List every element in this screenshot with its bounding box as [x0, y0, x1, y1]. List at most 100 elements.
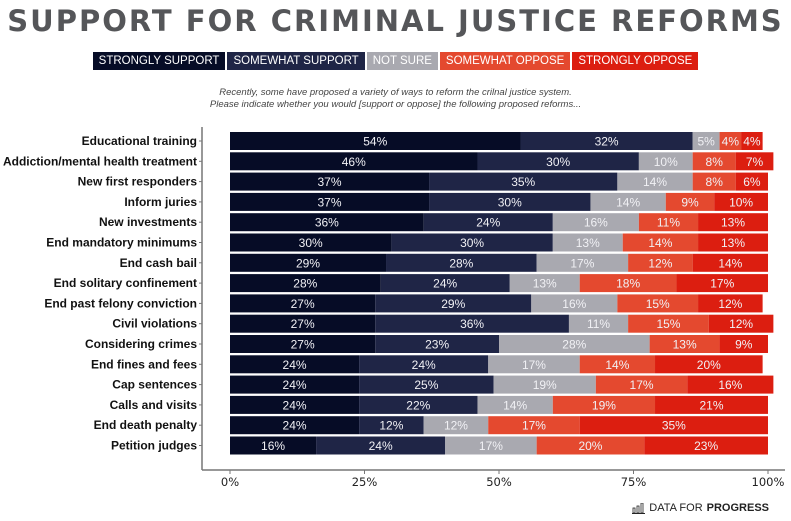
data-label: 37%: [318, 175, 342, 189]
data-label: 20%: [697, 358, 721, 372]
data-label: 17%: [570, 256, 594, 270]
data-label: 13%: [721, 216, 745, 230]
y-tick-label: End death penalty: [94, 418, 198, 432]
bar-segment: [568, 314, 629, 333]
bar-segment: [230, 416, 360, 435]
y-tick-label: New investments: [99, 215, 197, 229]
data-label: 17%: [710, 277, 734, 291]
footer-brand: DATA FOR PROGRESS: [632, 502, 769, 514]
data-label: 12%: [729, 317, 753, 331]
data-label: 54%: [363, 135, 387, 149]
y-tick-label: Calls and visits: [110, 398, 198, 412]
data-label: 14%: [643, 175, 667, 189]
bar-segment: [692, 172, 736, 191]
data-label: 10%: [729, 195, 753, 209]
bar-row: Petition judges 16% 24% 17% 20% 23%: [111, 436, 768, 455]
bar-segment: [520, 132, 693, 150]
data-label: 12%: [379, 419, 403, 433]
x-tick-label: 50%: [486, 475, 512, 489]
data-label: 8%: [706, 155, 724, 169]
bar-segment: [692, 253, 768, 272]
subtitle-line-2: Please indicate whether you would [suppo…: [209, 99, 582, 110]
bar-segment: [590, 192, 666, 211]
y-tick-label: End mandatory minimums: [46, 236, 197, 250]
bar-segment: [698, 233, 768, 252]
data-label: 17%: [479, 439, 503, 453]
y-tick-label: Educational training: [82, 134, 197, 148]
bar-segment: [375, 314, 569, 333]
bar-row: End past felony conviction 27% 29% 16% 15% 12…: [44, 294, 763, 313]
bar-segment: [230, 233, 392, 252]
data-label: 30%: [546, 155, 570, 169]
data-label: 13%: [721, 236, 745, 250]
bar-segment: [316, 436, 446, 455]
data-label: 16%: [261, 439, 285, 453]
data-label: 25%: [414, 378, 438, 392]
bar-segment: [230, 172, 430, 191]
bar-segment: [429, 192, 591, 211]
data-label: 10%: [654, 155, 678, 169]
chart-title: SUPPORT FOR CRIMINAL JUSTICE REFORMS: [7, 4, 784, 38]
data-label: 12%: [718, 297, 742, 311]
bar-row: New first responders 37% 35% 14% 8% 6%: [78, 172, 768, 191]
data-label: 19%: [533, 378, 557, 392]
bar-segment: [655, 395, 768, 414]
bar-row: Educational training 54% 32% 5% 4% 4%: [82, 132, 763, 150]
bar-row: Inform juries 37% 30% 14% 9% 10%: [124, 192, 768, 211]
bar-segment: [628, 314, 709, 333]
data-label: 16%: [584, 216, 608, 230]
bar-segment: [579, 274, 677, 293]
data-label: 9%: [735, 338, 753, 352]
chart-subtitle: Recently, some have proposed a variety o…: [0, 87, 791, 111]
data-label: 14%: [605, 358, 629, 372]
bar-segment: [552, 395, 656, 414]
data-label: 23%: [425, 338, 449, 352]
data-label: 4%: [722, 135, 740, 149]
x-tick-label: 100%: [752, 475, 785, 489]
y-tick-label: Inform juries: [124, 195, 197, 209]
data-label: 24%: [283, 358, 307, 372]
data-label: 21%: [699, 398, 723, 412]
data-label: 19%: [592, 398, 616, 412]
bar-segment: [536, 436, 645, 455]
data-label: 24%: [412, 358, 436, 372]
data-label: 35%: [662, 419, 686, 433]
bar-segment: [595, 375, 688, 394]
bar-segment: [423, 416, 489, 435]
data-label: 36%: [460, 317, 484, 331]
data-label: 35%: [511, 175, 535, 189]
bar-segment: [493, 375, 596, 394]
data-label: 30%: [299, 236, 323, 250]
data-label: 14%: [503, 398, 527, 412]
data-label: 7%: [746, 155, 764, 169]
data-label: 17%: [630, 378, 654, 392]
data-label: 24%: [476, 216, 500, 230]
bar-segment: [741, 132, 763, 150]
bar-segment: [552, 233, 623, 252]
bar-segment: [359, 416, 424, 435]
data-label: 16%: [718, 378, 742, 392]
data-label: 23%: [694, 439, 718, 453]
bar-row: New investments 36% 24% 16% 11% 13%: [99, 213, 768, 232]
footer-brand-bold: PROGRESS: [706, 502, 769, 514]
bar-segment: [509, 274, 580, 293]
data-label: 11%: [587, 317, 610, 331]
bar-segment: [644, 436, 768, 455]
data-label: 27%: [291, 297, 315, 311]
x-tick-label: 25%: [352, 475, 378, 489]
data-label: 13%: [673, 338, 697, 352]
bar-segment: [230, 395, 360, 414]
bar-segment: [708, 314, 774, 333]
data-label: 30%: [460, 236, 484, 250]
bar-segment: [735, 152, 774, 171]
bar-segment: [638, 152, 693, 171]
data-label: 24%: [433, 277, 457, 291]
bar-segment: [665, 192, 715, 211]
data-label: 24%: [283, 419, 307, 433]
data-label: 8%: [706, 175, 724, 189]
bar-segment: [375, 335, 499, 353]
data-label: 6%: [743, 175, 761, 189]
data-label: 18%: [616, 277, 640, 291]
bar-segment: [445, 436, 537, 455]
bar-segment: [698, 294, 763, 313]
